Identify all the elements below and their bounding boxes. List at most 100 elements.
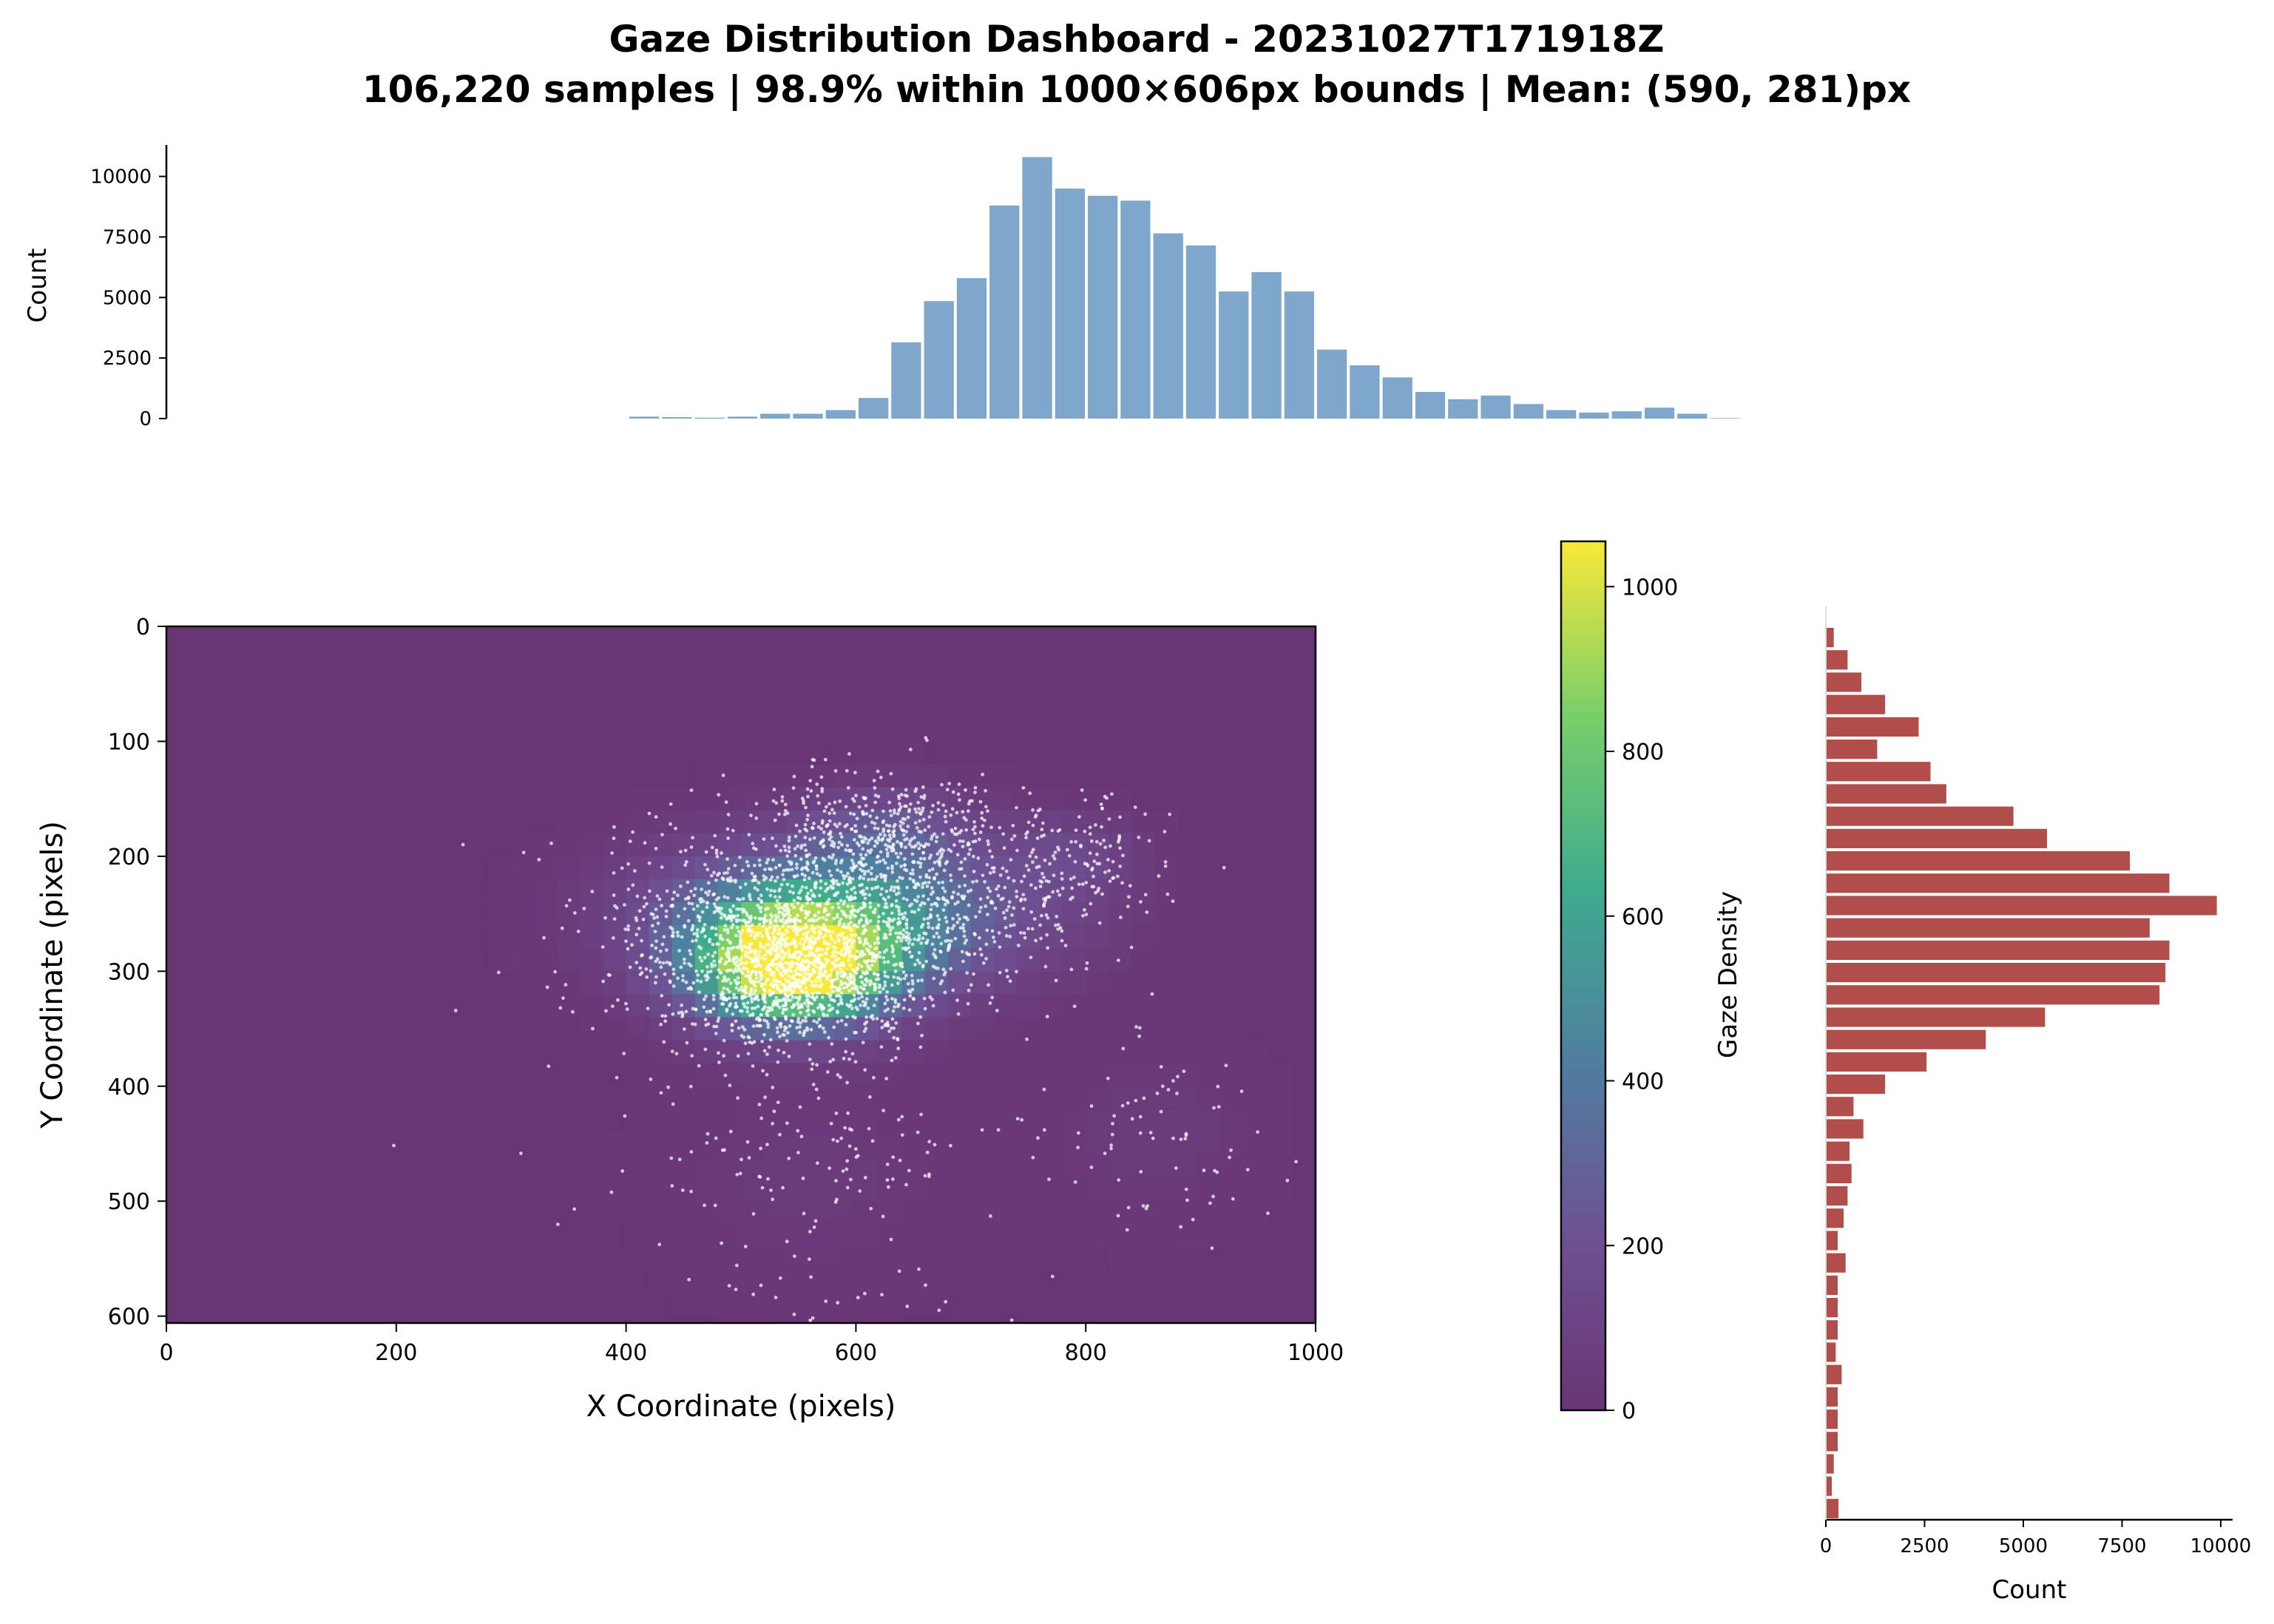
gaze-point — [1117, 836, 1122, 840]
heatmap-cell — [671, 1109, 696, 1133]
gaze-point — [971, 854, 975, 859]
gaze-point — [935, 913, 940, 918]
gaze-point — [965, 971, 970, 975]
gaze-point — [813, 914, 817, 918]
heatmap-cell — [626, 787, 650, 811]
gaze-point — [756, 998, 760, 1002]
gaze-point — [1053, 923, 1058, 927]
gaze-point — [838, 799, 842, 803]
gaze-point — [1015, 895, 1019, 899]
heatmap-cell — [970, 1224, 995, 1248]
gaze-point — [830, 968, 834, 972]
gaze-point — [819, 879, 823, 883]
gaze-point — [792, 1002, 796, 1006]
gaze-point — [831, 853, 836, 857]
y-histogram-bar — [1826, 1432, 1838, 1452]
gaze-point — [848, 963, 853, 967]
heatmap-cell — [626, 1224, 650, 1248]
gaze-point — [725, 930, 730, 935]
gaze-point — [914, 810, 918, 814]
gaze-point — [859, 1004, 862, 1007]
gaze-point — [968, 799, 972, 803]
gaze-point — [804, 978, 808, 982]
gaze-point — [801, 933, 805, 936]
gaze-point — [889, 887, 893, 892]
gaze-point — [649, 969, 653, 973]
gaze-point — [801, 866, 805, 870]
gaze-point — [1021, 893, 1026, 897]
gaze-point — [776, 931, 781, 936]
gaze-point — [1004, 969, 1009, 972]
x-histogram-bar — [1284, 291, 1314, 419]
gaze-point — [903, 911, 907, 916]
gaze-point — [1139, 1170, 1143, 1174]
gaze-point — [894, 962, 899, 967]
heatmap-cell — [1016, 971, 1040, 995]
gaze-point — [936, 808, 941, 812]
gaze-point — [873, 786, 877, 790]
gaze-point — [762, 874, 766, 878]
gaze-point — [734, 918, 739, 922]
gaze-point — [1003, 885, 1007, 890]
heatmap-cell — [901, 741, 926, 765]
heatmap-cell — [1200, 1063, 1225, 1087]
gaze-point — [971, 828, 975, 832]
gaze-point — [888, 836, 893, 841]
gaze-point — [654, 847, 658, 850]
gaze-point — [972, 870, 976, 873]
gaze-point — [815, 1063, 819, 1067]
y-histogram-bar — [1826, 717, 1919, 737]
gaze-point — [772, 1109, 776, 1114]
gaze-point — [844, 1037, 848, 1041]
gaze-point — [721, 1002, 725, 1006]
gaze-point — [945, 930, 950, 935]
gaze-point — [651, 913, 655, 917]
gaze-point — [654, 815, 658, 819]
gaze-point — [779, 936, 784, 939]
gaze-point — [827, 832, 831, 836]
gaze-point — [823, 907, 828, 911]
gaze-point — [921, 817, 926, 822]
gaze-point — [787, 867, 791, 872]
gaze-point — [671, 897, 674, 901]
gaze-point — [839, 967, 843, 972]
gaze-point — [853, 914, 858, 918]
gaze-point — [887, 920, 891, 924]
y-histogram-bar — [1826, 1410, 1838, 1430]
gaze-point — [669, 802, 673, 806]
gaze-point — [776, 1030, 779, 1035]
gaze-point — [955, 913, 960, 917]
gaze-point — [1007, 900, 1012, 904]
heatmap-x-tick-label: 400 — [605, 1340, 647, 1366]
heatmap-cell — [1040, 1178, 1063, 1202]
gaze-point — [747, 994, 751, 998]
heatmap-cell — [924, 994, 949, 1018]
gaze-point — [783, 1015, 788, 1019]
heatmap-cell — [1109, 1224, 1132, 1248]
y-histogram-bar — [1826, 1476, 1833, 1496]
gaze-point — [900, 1133, 904, 1137]
gaze-point — [876, 938, 880, 941]
heatmap-cell — [626, 1247, 650, 1271]
gaze-point — [829, 979, 833, 983]
gaze-point — [1047, 895, 1052, 899]
gaze-point — [792, 973, 796, 978]
heatmap-cell — [993, 994, 1018, 1018]
gaze-point — [834, 964, 839, 967]
gaze-point — [811, 757, 815, 762]
gaze-point — [796, 978, 801, 982]
gaze-point — [798, 1105, 802, 1109]
y-histogram-bar — [1826, 1119, 1864, 1139]
gaze-point — [496, 970, 501, 975]
gaze-point — [949, 849, 953, 853]
gaze-point — [902, 915, 907, 919]
y-histogram-x-tick-label: 5000 — [1999, 1535, 2048, 1557]
gaze-point — [772, 924, 776, 928]
gaze-point — [778, 989, 782, 993]
gaze-point — [572, 1207, 577, 1211]
gaze-point — [781, 1032, 785, 1037]
gaze-point — [969, 983, 973, 987]
gaze-point — [726, 916, 731, 920]
gaze-point — [896, 1002, 901, 1006]
gaze-point — [764, 876, 768, 880]
